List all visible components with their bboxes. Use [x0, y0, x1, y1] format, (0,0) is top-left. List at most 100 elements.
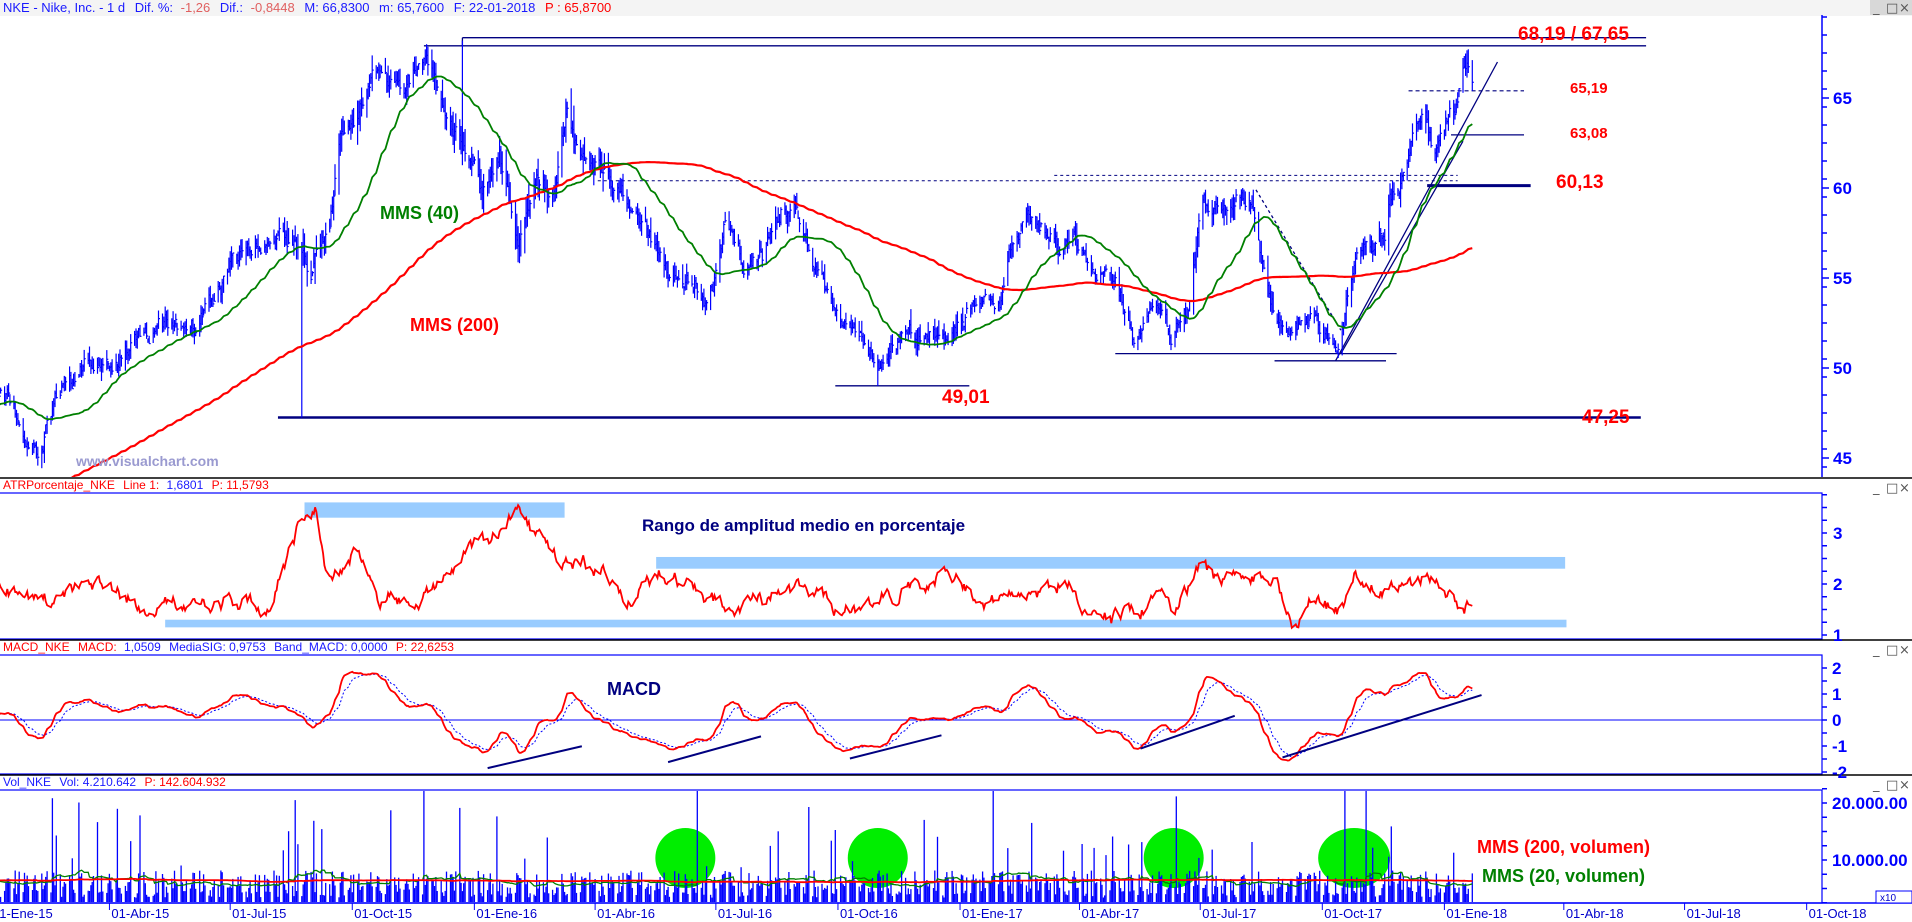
atr-panel [0, 502, 1567, 630]
panel-frames: x10 [0, 15, 1912, 904]
time-axis-label: 01-Jul-15 [232, 906, 286, 921]
vol-multiplier: x10 [1880, 893, 1897, 904]
macd-signal-line [0, 673, 1473, 758]
time-axis-label: 01-Jul-16 [718, 906, 772, 921]
max-value: M: 66,8300 [304, 0, 369, 15]
minimize-window-button[interactable]: _ [1872, 1, 1880, 16]
minimize-window-button[interactable]: _ [1872, 481, 1880, 496]
last-price: P : 65,8700 [545, 0, 611, 15]
close-window-button[interactable]: × [1899, 1, 1910, 16]
macd-line [0, 670, 1473, 762]
label-vol-mms20: MMS (20, volumen) [1482, 866, 1645, 886]
atr-p-value: P: 11,5793 [212, 478, 269, 492]
watermark: www.visualchart.com [75, 453, 219, 469]
time-axis-label: 01-Jul-17 [1202, 906, 1256, 921]
symbol-name: NKE - Nike, Inc. - 1 d [3, 0, 125, 15]
symbol-header: NKE - Nike, Inc. - 1 d Dif. %: -1,26 Dif… [3, 0, 611, 15]
vol-panel-header: Vol_NKE Vol: 4.210.642 P: 142.604.932 [3, 775, 226, 789]
value-axes: 45 50 55 60 65 1 2 3 -2 -1 0 1 2 10.000.00 20.000.00 [1822, 16, 1908, 904]
close-window-button[interactable]: × [1899, 481, 1910, 496]
label-47-25: 47,25 [1582, 407, 1630, 428]
volume-highlight-circle [655, 828, 716, 888]
time-axis-label: 01-Ene-18 [1446, 906, 1507, 921]
label-mms200: MMS (200) [410, 315, 499, 335]
trend-line [1335, 61, 1499, 362]
macd-axis-label: 0 [1832, 711, 1841, 730]
macd-value: 1,0509 [124, 640, 161, 654]
macd-axis-label: -2 [1832, 763, 1847, 782]
atr-indicator-name: ATRPorcentaje_NKE [3, 478, 115, 492]
volume-bars [0, 791, 1473, 902]
maximize-window-button[interactable]: □ [1886, 1, 1898, 16]
price-axis-label: 55 [1833, 269, 1852, 288]
dashed-trend-line [1255, 189, 1342, 331]
macd-p-value: P: 22,6253 [396, 640, 454, 654]
macd-panel [0, 670, 1822, 770]
dif-pct-label: Dif. %: [135, 0, 173, 15]
date-value: F: 22-01-2018 [454, 0, 536, 15]
minimize-window-button[interactable]: _ [1872, 778, 1880, 793]
label-63-08: 63,08 [1570, 125, 1608, 142]
macd-divergence-line [667, 735, 762, 764]
maximize-window-button[interactable]: □ [1886, 643, 1898, 658]
maximize-window-button[interactable]: □ [1886, 481, 1898, 496]
label-60-13: 60,13 [1556, 172, 1604, 193]
minimize-window-button[interactable]: _ [1872, 643, 1880, 658]
time-axis-label: 01-Oct-18 [1809, 906, 1867, 921]
mms200-line [70, 161, 1473, 477]
time-axis-label: 01-Oct-17 [1324, 906, 1382, 921]
macd-divergence-line [849, 734, 942, 760]
volume-highlight-circle [847, 828, 908, 888]
macd-divergence-line [487, 745, 583, 770]
min-value: m: 65,7600 [379, 0, 444, 15]
volume-highlight-circle [1318, 828, 1391, 888]
macd-label: MACD: [78, 640, 117, 654]
atr-line [0, 503, 1473, 630]
maximize-window-button[interactable]: □ [1886, 778, 1898, 793]
price-bars [0, 40, 1474, 469]
vol-value: Vol: 4.210.642 [59, 775, 136, 789]
label-49-01: 49,01 [942, 387, 990, 408]
close-window-button[interactable]: × [1899, 778, 1910, 793]
macd-panel-header: MACD_NKE MACD: 1,0509 MediaSIG: 0,9753 B… [3, 640, 454, 654]
close-window-button[interactable]: × [1899, 643, 1910, 658]
vol-mms200-line [0, 877, 1473, 884]
atr-axis-label: 3 [1833, 524, 1842, 543]
dif-pct-value: -1,26 [181, 0, 211, 15]
macd-indicator-name: MACD_NKE [3, 640, 70, 654]
atr-high-band [304, 502, 565, 518]
vol-p-value: P: 142.604.932 [144, 775, 226, 789]
label-top-levels: 68,19 / 67,65 [1518, 24, 1629, 45]
vol-axis-label: 10.000.00 [1832, 851, 1908, 870]
window-controls-bg [1870, 0, 1912, 15]
time-axis-label: 01-Jul-18 [1687, 906, 1741, 921]
label-65-19: 65,19 [1570, 80, 1608, 97]
time-axis-label: 01-Oct-15 [354, 906, 412, 921]
price-axis-label: 45 [1833, 449, 1852, 468]
price-panel [0, 37, 1647, 477]
macd-divergence-line [1282, 694, 1482, 759]
atr-line-value: 1,6801 [167, 478, 204, 492]
atr-panel-frame [0, 492, 1823, 640]
price-axis-label: 60 [1833, 179, 1852, 198]
atr-axis-label: 2 [1833, 575, 1842, 594]
label-macd-title: MACD [607, 679, 661, 699]
time-axis-label: 01-Ene-17 [962, 906, 1023, 921]
macd-axis-label: -1 [1832, 737, 1847, 756]
label-vol-mms200: MMS (200, volumen) [1477, 837, 1650, 857]
macd-divergence-line [1140, 714, 1236, 750]
time-axis: 01-Ene-15 01-Abr-15 01-Jul-15 01-Oct-15 01-E… [0, 903, 1866, 921]
label-atr-title: Rango de amplitud medio en porcentaje [642, 516, 965, 535]
label-mms40: MMS (40) [380, 203, 459, 223]
price-axis-label: 65 [1833, 89, 1852, 108]
time-axis-label: 01-Ene-15 [0, 906, 53, 921]
volume-panel [0, 791, 1473, 902]
vol-axis-label: 20.000.00 [1832, 794, 1908, 813]
macd-axis-label: 2 [1832, 659, 1841, 678]
macd-signal-value: MediaSIG: 0,9753 [169, 640, 266, 654]
macd-panel-frame [0, 654, 1823, 775]
window-buttons: _ □ ×_ □ ×_ □ ×_ □ × [1872, 1, 1910, 793]
dif-value: -0,8448 [251, 0, 295, 15]
price-axis-label: 50 [1833, 359, 1852, 378]
atr-line-label: Line 1: [123, 478, 159, 492]
